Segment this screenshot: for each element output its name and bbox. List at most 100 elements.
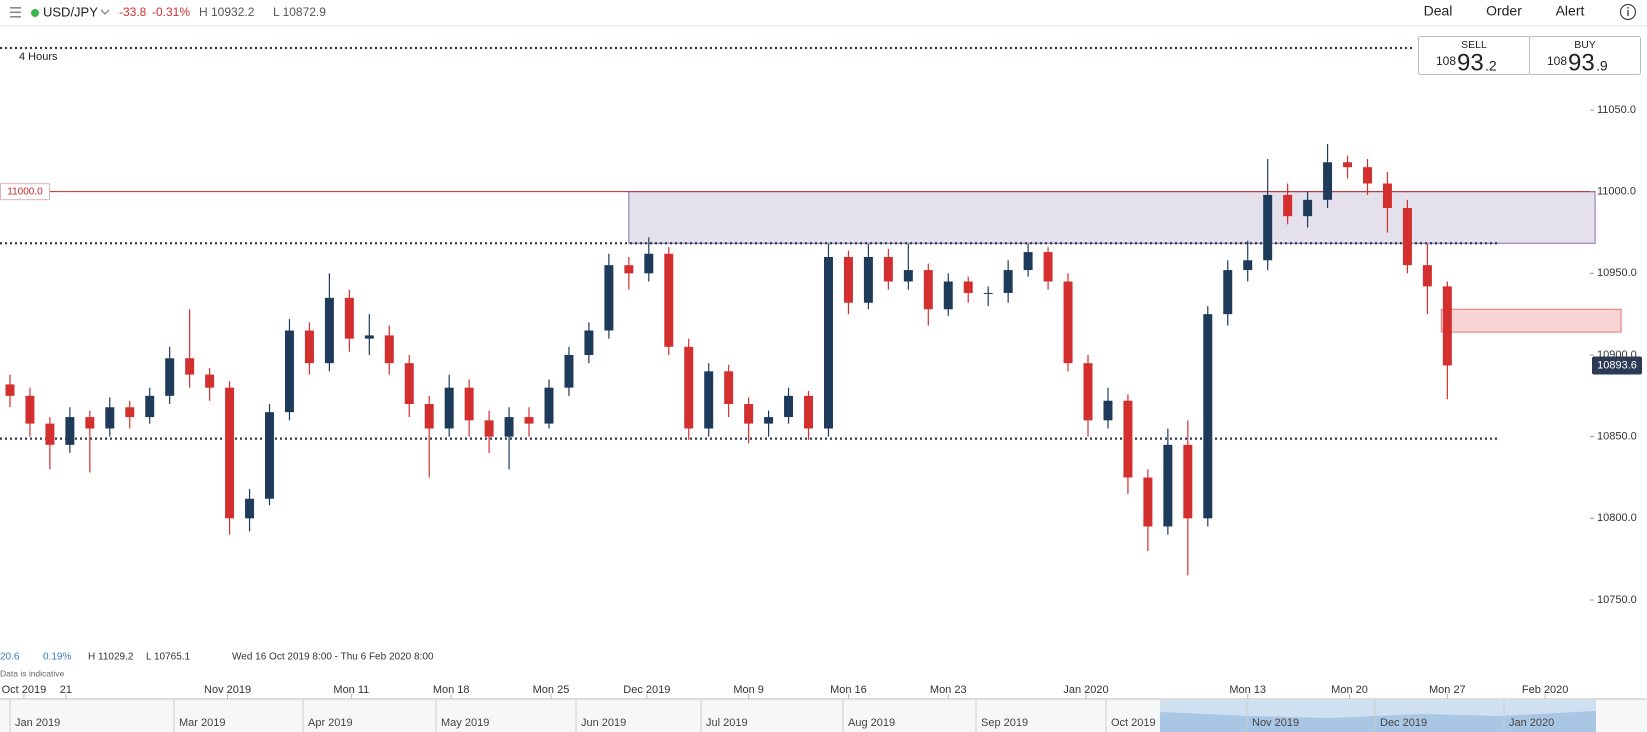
candle-body [165, 358, 175, 396]
y-tick-label: 11000.0 [1597, 186, 1636, 198]
candle-body [1023, 252, 1033, 271]
navigator-label: Jan 2020 [1509, 717, 1554, 729]
candle-body [1043, 252, 1053, 282]
status-dot [31, 9, 39, 17]
candle-body [424, 404, 434, 429]
menu-bar [10, 7, 21, 9]
x-tick-label: 21 [60, 684, 72, 696]
menu-order[interactable]: Order [1486, 3, 1522, 19]
y-tick-label: 10750.0 [1597, 594, 1637, 606]
candle-body [1223, 270, 1233, 315]
candle-body [1263, 194, 1273, 261]
navigator-labels: Jan 2019 Mar 2019 Apr 2019 May 2019 Jun 2019… [9, 700, 1554, 732]
candle-body [384, 335, 394, 364]
x-tick-label: Dec 2019 [623, 684, 670, 696]
candle-body [983, 292, 993, 294]
buy-box [1529, 36, 1641, 75]
menu-deal[interactable]: Deal [1424, 3, 1453, 19]
timeframe[interactable]: 4 Hours [19, 51, 58, 63]
day-low: L 10872.9 [273, 5, 326, 19]
zone [628, 191, 1596, 244]
candle-body [724, 371, 734, 404]
candle-body [584, 330, 594, 355]
sell-button[interactable]: SELL 108 93 .2 [1418, 36, 1530, 77]
navigator-label: Jan 2019 [15, 717, 60, 729]
alert-label-box [0, 183, 50, 201]
x-tick-label: Nov 2019 [204, 684, 251, 696]
candle-body [225, 387, 235, 519]
navigator-label: Aug 2019 [848, 717, 895, 729]
candle-body [464, 387, 474, 421]
menu-alert[interactable]: Alert [1556, 3, 1585, 19]
x-tick-label: Mon 20 [1331, 684, 1368, 696]
candle-body [344, 297, 354, 339]
candle-body [1303, 199, 1313, 217]
sell-label: SELL [1461, 39, 1487, 51]
candle-body [1063, 281, 1073, 364]
candle-body [1402, 208, 1412, 266]
info-button[interactable] [1619, 3, 1637, 21]
candle-body [1203, 314, 1213, 519]
x-tick-label: Jan 2020 [1063, 684, 1108, 696]
footer-change: 20.6 [0, 652, 20, 663]
menu-icon[interactable] [10, 7, 21, 18]
symbol[interactable]: USD/JPY [43, 4, 98, 19]
candle-body [125, 407, 135, 418]
navigator-label: Nov 2019 [1252, 717, 1299, 729]
day-high: H 10932.2 [199, 5, 255, 19]
candle-body [1363, 167, 1372, 184]
footer-change-pct: 0.19% [43, 652, 71, 663]
candle-body [145, 395, 155, 418]
candle-body [1143, 477, 1153, 527]
candle-body [564, 355, 574, 388]
candle-body [1422, 265, 1432, 287]
menu-bar [10, 16, 21, 18]
candle-body [684, 346, 694, 429]
menu-bar [10, 11, 21, 14]
symbol-chevron[interactable] [100, 9, 110, 15]
candle-body [784, 395, 794, 418]
navigator-label: May 2019 [441, 717, 489, 729]
x-tick-label: Mon 18 [433, 684, 470, 696]
candle-body [1343, 162, 1353, 168]
candle-body [544, 387, 554, 424]
candle-body [903, 270, 913, 282]
buy-button[interactable]: BUY 108 93 .9 [1529, 36, 1641, 77]
candle-body [823, 257, 833, 429]
candle-body [85, 417, 95, 429]
candle-body [1123, 400, 1133, 478]
candle-body [1163, 444, 1173, 527]
candle-body [863, 257, 873, 303]
candle-body [1323, 162, 1333, 200]
footer-note: Data is indicative [0, 668, 65, 678]
navigator-label: Dec 2019 [1380, 717, 1427, 729]
candle-body [45, 423, 55, 445]
candle-body [744, 404, 754, 424]
candle-body [1083, 363, 1093, 421]
navigator-label: Apr 2019 [308, 717, 353, 729]
candle-body [5, 384, 15, 396]
footer-range: Wed 16 Oct 2019 8:00 - Thu 6 Feb 2020 8:… [232, 652, 434, 663]
y-tick-label: 10950.0 [1597, 267, 1637, 279]
candle-body [963, 281, 973, 293]
footer-high: H 11029.2 [88, 652, 134, 663]
candle-body [524, 417, 534, 424]
candle-body [484, 420, 494, 437]
x-tick-label: Mon 25 [533, 684, 570, 696]
info-circle [1619, 3, 1637, 21]
x-tick-label: Mon 9 [733, 684, 764, 696]
navigator-label: Oct 2019 [1111, 717, 1156, 729]
y-tick-label: 10850.0 [1597, 431, 1637, 443]
candle-body [444, 387, 454, 429]
candle-body [265, 412, 274, 499]
candle-body [943, 281, 953, 310]
candle-body [25, 395, 35, 424]
x-tick-label: Mon 27 [1429, 684, 1466, 696]
sell-pips: 93 [1457, 49, 1484, 76]
candle-body [923, 270, 933, 310]
alert-label: 11000.0 [7, 186, 43, 197]
buy-pips: 93 [1568, 49, 1595, 76]
candle-body [504, 417, 514, 437]
